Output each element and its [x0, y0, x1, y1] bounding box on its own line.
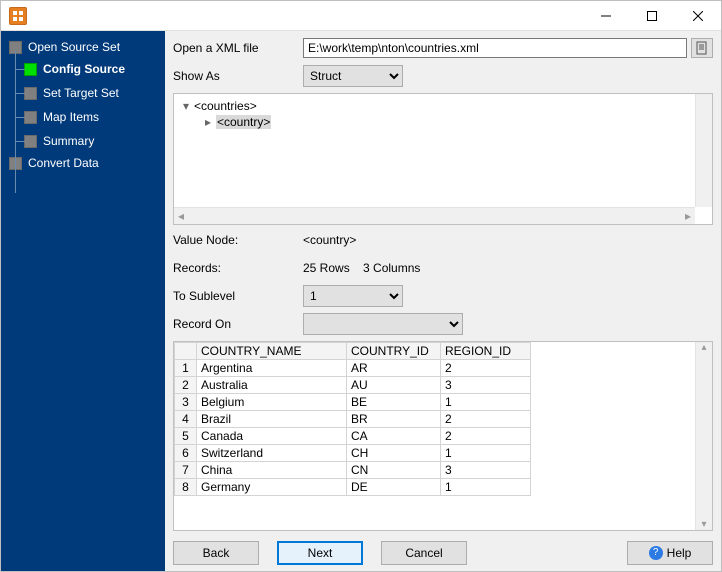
- maximize-button[interactable]: [629, 1, 675, 31]
- table-cell[interactable]: DE: [347, 479, 441, 496]
- open-file-input[interactable]: [303, 38, 687, 58]
- sidebar-item-label: Summary: [43, 134, 94, 148]
- table-cell[interactable]: CH: [347, 445, 441, 462]
- tree-node-root[interactable]: ▾ <countries>: [180, 98, 689, 114]
- document-icon: [695, 41, 709, 55]
- sidebar-item-label: Open Source Set: [28, 40, 120, 54]
- value-node-value: <country>: [303, 233, 356, 247]
- data-grid: COUNTRY_NAMECOUNTRY_IDREGION_ID1Argentin…: [173, 341, 713, 531]
- table-cell[interactable]: 1: [441, 445, 531, 462]
- tree-scrollbar-horizontal[interactable]: ◂▸: [174, 207, 695, 224]
- row-number: 4: [175, 411, 197, 428]
- records-label: Records:: [173, 261, 303, 275]
- show-as-label: Show As: [173, 69, 303, 83]
- table-cell[interactable]: Canada: [197, 428, 347, 445]
- table-cell[interactable]: 2: [441, 411, 531, 428]
- table-row[interactable]: 5CanadaCA2: [175, 428, 531, 445]
- grid-corner: [175, 343, 197, 360]
- table-cell[interactable]: BR: [347, 411, 441, 428]
- table-cell[interactable]: Argentina: [197, 360, 347, 377]
- table-cell[interactable]: CA: [347, 428, 441, 445]
- sidebar-item-label: Convert Data: [28, 156, 99, 170]
- table-cell[interactable]: 1: [441, 479, 531, 496]
- open-file-label: Open a XML file: [173, 41, 303, 55]
- cancel-button[interactable]: Cancel: [381, 541, 467, 565]
- sidebar-item-label: Set Target Set: [43, 86, 119, 100]
- records-value: 25 Rows 3 Columns: [303, 261, 420, 275]
- table-cell[interactable]: AU: [347, 377, 441, 394]
- row-number: 7: [175, 462, 197, 479]
- wizard-sidebar: Open Source Set Config Source Set Target…: [1, 31, 165, 571]
- tree-scrollbar-vertical[interactable]: [695, 94, 712, 207]
- row-number: 1: [175, 360, 197, 377]
- sidebar-item-set-target-set[interactable]: Set Target Set: [1, 81, 165, 105]
- sidebar-item-config-source[interactable]: Config Source: [1, 57, 165, 81]
- tree-node-label: <country>: [216, 115, 271, 129]
- xml-tree-panel: ▾ <countries> ▸ <country> ◂▸: [173, 93, 713, 225]
- table-cell[interactable]: CN: [347, 462, 441, 479]
- column-header[interactable]: COUNTRY_ID: [347, 343, 441, 360]
- table-row[interactable]: 2AustraliaAU3: [175, 377, 531, 394]
- browse-file-button[interactable]: [691, 38, 713, 58]
- table-row[interactable]: 4BrazilBR2: [175, 411, 531, 428]
- grid-scrollbar-vertical[interactable]: [695, 342, 712, 530]
- back-button[interactable]: Back: [173, 541, 259, 565]
- window-titlebar: [1, 1, 721, 31]
- to-sublevel-select[interactable]: 1: [303, 285, 403, 307]
- collapse-icon[interactable]: ▾: [180, 99, 192, 113]
- row-number: 2: [175, 377, 197, 394]
- table-cell[interactable]: 3: [441, 462, 531, 479]
- table-row[interactable]: 7ChinaCN3: [175, 462, 531, 479]
- tree-node-child[interactable]: ▸ <country>: [180, 114, 689, 130]
- sidebar-item-label: Map Items: [43, 110, 99, 124]
- table-cell[interactable]: Brazil: [197, 411, 347, 428]
- table-row[interactable]: 6SwitzerlandCH1: [175, 445, 531, 462]
- table-cell[interactable]: Australia: [197, 377, 347, 394]
- sidebar-item-map-items[interactable]: Map Items: [1, 105, 165, 129]
- record-on-select[interactable]: [303, 313, 463, 335]
- sidebar-item-open-source-set[interactable]: Open Source Set: [1, 37, 165, 57]
- value-node-label: Value Node:: [173, 233, 303, 247]
- table-row[interactable]: 1ArgentinaAR2: [175, 360, 531, 377]
- row-number: 5: [175, 428, 197, 445]
- column-header[interactable]: REGION_ID: [441, 343, 531, 360]
- column-header[interactable]: COUNTRY_NAME: [197, 343, 347, 360]
- app-icon: [9, 7, 27, 25]
- table-cell[interactable]: China: [197, 462, 347, 479]
- content-panel: Open a XML file Show As Struct ▾ <countr…: [165, 31, 721, 571]
- expand-icon[interactable]: ▸: [202, 115, 214, 129]
- sidebar-item-convert-data[interactable]: Convert Data: [1, 153, 165, 173]
- help-button[interactable]: ? Help: [627, 541, 713, 565]
- to-sublevel-label: To Sublevel: [173, 289, 303, 303]
- minimize-button[interactable]: [583, 1, 629, 31]
- table-cell[interactable]: 1: [441, 394, 531, 411]
- record-on-label: Record On: [173, 317, 303, 331]
- sidebar-item-summary[interactable]: Summary: [1, 129, 165, 153]
- table-cell[interactable]: BE: [347, 394, 441, 411]
- table-row[interactable]: 3BelgiumBE1: [175, 394, 531, 411]
- show-as-select[interactable]: Struct: [303, 65, 403, 87]
- table-row[interactable]: 8GermanyDE1: [175, 479, 531, 496]
- table-cell[interactable]: AR: [347, 360, 441, 377]
- tree-node-label: <countries>: [194, 99, 257, 113]
- table-cell[interactable]: Belgium: [197, 394, 347, 411]
- row-number: 3: [175, 394, 197, 411]
- help-icon: ?: [649, 546, 663, 560]
- sidebar-item-label: Config Source: [43, 62, 125, 76]
- table-cell[interactable]: Switzerland: [197, 445, 347, 462]
- row-number: 6: [175, 445, 197, 462]
- table-cell[interactable]: 3: [441, 377, 531, 394]
- close-button[interactable]: [675, 1, 721, 31]
- table-cell[interactable]: 2: [441, 360, 531, 377]
- row-number: 8: [175, 479, 197, 496]
- table-cell[interactable]: 2: [441, 428, 531, 445]
- table-cell[interactable]: Germany: [197, 479, 347, 496]
- next-button[interactable]: Next: [277, 541, 363, 565]
